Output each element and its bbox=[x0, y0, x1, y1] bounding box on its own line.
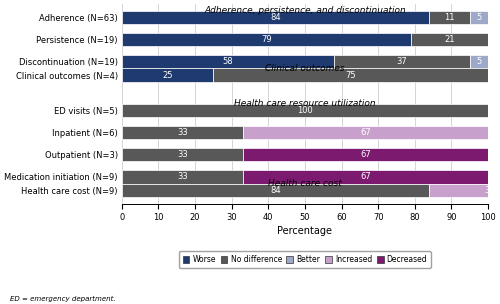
Text: 67: 67 bbox=[360, 128, 370, 137]
Text: Health care cost: Health care cost bbox=[268, 179, 342, 188]
Bar bbox=[334, 55, 469, 68]
Text: 100: 100 bbox=[297, 106, 313, 115]
Text: 58: 58 bbox=[222, 57, 234, 66]
Bar bbox=[122, 68, 214, 82]
Text: 33: 33 bbox=[177, 172, 188, 181]
Bar bbox=[122, 126, 242, 139]
Text: Clinical outcomes: Clinical outcomes bbox=[265, 64, 344, 73]
Text: Health care resource utilization: Health care resource utilization bbox=[234, 99, 376, 108]
X-axis label: Percentage: Percentage bbox=[278, 226, 332, 237]
Bar bbox=[214, 68, 488, 82]
Text: 67: 67 bbox=[360, 172, 370, 181]
Bar bbox=[242, 148, 488, 161]
Bar bbox=[122, 55, 334, 68]
Text: 33: 33 bbox=[177, 128, 188, 137]
Text: 33: 33 bbox=[177, 150, 188, 159]
Text: ED = emergency department.: ED = emergency department. bbox=[10, 296, 116, 302]
Text: 79: 79 bbox=[261, 35, 272, 44]
Bar bbox=[242, 170, 488, 184]
Bar bbox=[122, 11, 430, 24]
Bar bbox=[430, 11, 470, 24]
Bar bbox=[242, 126, 488, 139]
Text: 5: 5 bbox=[476, 57, 482, 66]
Bar bbox=[122, 33, 411, 46]
Bar bbox=[122, 170, 242, 184]
Text: 75: 75 bbox=[346, 71, 356, 80]
Text: Adherence, persistence, and discontinuation: Adherence, persistence, and discontinuat… bbox=[204, 6, 406, 15]
Text: 25: 25 bbox=[162, 71, 173, 80]
Bar bbox=[470, 55, 488, 68]
Text: 5: 5 bbox=[476, 13, 482, 22]
Text: 11: 11 bbox=[444, 13, 455, 22]
Bar bbox=[122, 184, 430, 197]
Text: 67: 67 bbox=[360, 150, 370, 159]
Text: 84: 84 bbox=[270, 186, 281, 195]
Text: 84: 84 bbox=[270, 13, 281, 22]
Bar bbox=[411, 33, 488, 46]
Text: 21: 21 bbox=[444, 35, 455, 44]
Bar bbox=[430, 184, 500, 197]
Legend: Worse, No difference, Better, Increased, Decreased: Worse, No difference, Better, Increased,… bbox=[179, 251, 431, 268]
Text: 37: 37 bbox=[396, 57, 407, 66]
Bar bbox=[470, 11, 488, 24]
Bar bbox=[122, 148, 242, 161]
Text: 33: 33 bbox=[484, 186, 495, 195]
Bar bbox=[122, 104, 488, 117]
